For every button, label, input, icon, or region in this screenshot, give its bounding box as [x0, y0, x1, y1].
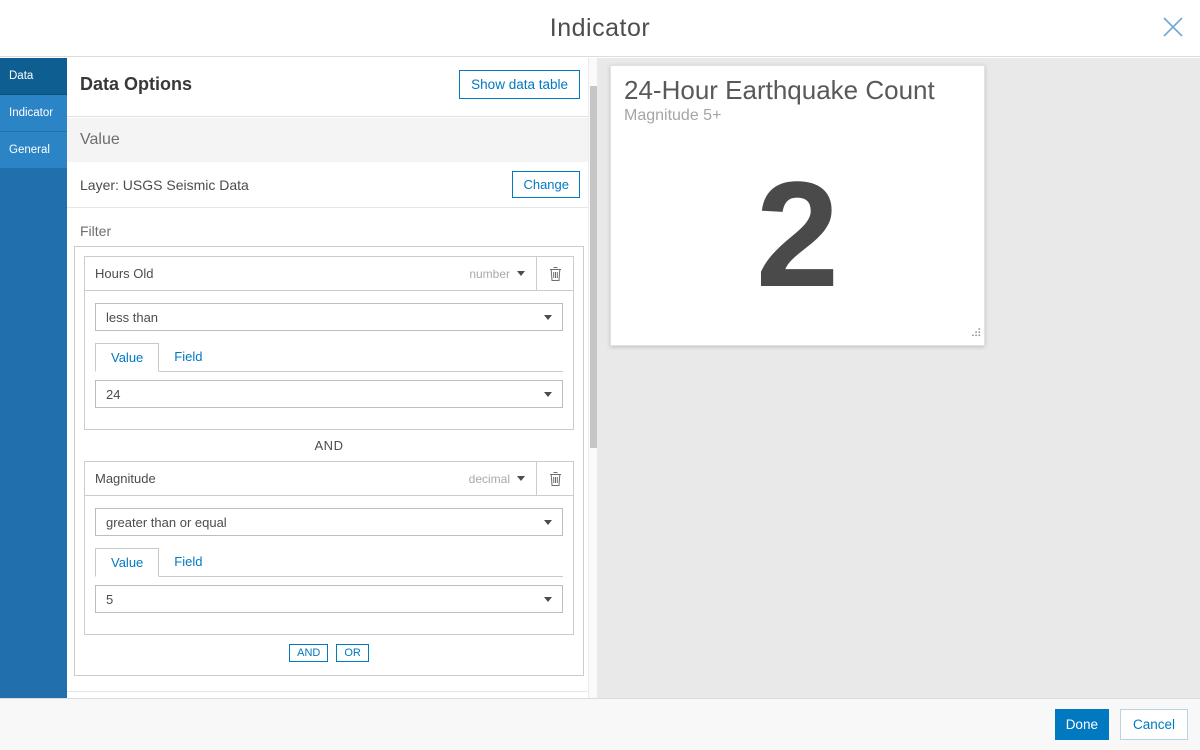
sidebar-item-general[interactable]: General — [0, 132, 67, 169]
sidebar-item-indicator[interactable]: Indicator — [0, 95, 67, 132]
filter-group: Hours Old number le — [74, 246, 584, 676]
filter-value-select[interactable]: 5 — [95, 585, 563, 613]
delete-filter-button[interactable] — [536, 257, 573, 290]
tab-field[interactable]: Field — [174, 349, 203, 364]
caret-down-icon — [544, 519, 552, 525]
filter-condition-card: Magnitude decimal g — [84, 461, 574, 635]
operator-select[interactable]: greater than or equal — [95, 508, 563, 536]
operator-select[interactable]: less than — [95, 303, 563, 331]
indicator-preview-card: 24-Hour Earthquake Count Magnitude 5+ 2 — [610, 65, 985, 346]
panel-title: Data Options — [80, 74, 193, 94]
preview-panel: 24-Hour Earthquake Count Magnitude 5+ 2 — [597, 58, 1200, 698]
sidebar-item-data[interactable]: Data — [0, 58, 67, 95]
preview-title: 24-Hour Earthquake Count — [624, 75, 935, 105]
field-type-label: number — [469, 266, 510, 281]
value-source-tabs: Value Field — [95, 548, 563, 577]
close-icon[interactable] — [1159, 13, 1187, 41]
caret-down-icon — [544, 314, 552, 320]
indicator-value: 2 — [755, 150, 840, 318]
preview-subtitle: Magnitude 5+ — [624, 107, 722, 124]
layer-row: Layer: USGS Seismic Data Change — [67, 162, 588, 208]
trash-icon — [549, 266, 561, 281]
layer-label: Layer: USGS Seismic Data — [80, 177, 249, 193]
filter-value: 24 — [106, 386, 121, 402]
filter-card-body: greater than or equal Value Field 5 — [85, 496, 573, 634]
data-options-panel: Data Options Show data table Value Layer… — [67, 58, 588, 698]
cancel-button[interactable]: Cancel — [1119, 709, 1188, 740]
filter-card-header: Magnitude decimal — [85, 462, 573, 496]
show-data-table-button[interactable]: Show data table — [459, 70, 580, 99]
dialog-footer: Done Cancel — [0, 698, 1200, 750]
filter-value-select[interactable]: 24 — [95, 380, 563, 408]
field-type-select[interactable]: number — [469, 257, 536, 290]
filter-field-name: Hours Old — [95, 266, 154, 281]
dialog-header: Indicator — [0, 0, 1200, 57]
field-type-select[interactable]: decimal — [469, 462, 536, 495]
filter-value: 5 — [106, 591, 114, 607]
tab-field[interactable]: Field — [174, 554, 203, 569]
filter-field-name: Magnitude — [95, 471, 156, 486]
filter-card-header: Hours Old number — [85, 257, 573, 291]
tab-value[interactable]: Value — [95, 548, 160, 577]
condition-connector-label: AND — [314, 438, 344, 453]
caret-down-icon — [517, 271, 525, 276]
section-divider — [67, 691, 588, 692]
value-section-header: Value — [67, 118, 588, 162]
done-button[interactable]: Done — [1054, 709, 1109, 740]
caret-down-icon — [544, 391, 552, 397]
add-and-button[interactable]: AND — [289, 644, 329, 662]
change-layer-button[interactable]: Change — [512, 171, 580, 198]
caret-down-icon — [517, 476, 525, 481]
scrollbar-thumb[interactable] — [590, 86, 598, 448]
field-type-label: decimal — [468, 471, 510, 486]
operator-value: greater than or equal — [106, 514, 227, 530]
panel-scrollbar[interactable] — [588, 58, 598, 698]
add-condition-row: AND OR — [84, 644, 574, 662]
filter-condition-card: Hours Old number le — [84, 256, 574, 430]
delete-filter-button[interactable] — [536, 462, 573, 495]
dialog-title: Indicator — [549, 14, 651, 42]
operator-value: less than — [106, 309, 159, 325]
caret-down-icon — [544, 596, 552, 602]
sidebar: Data Indicator General — [0, 58, 67, 698]
panel-header: Data Options Show data table — [67, 58, 588, 117]
trash-icon — [549, 471, 561, 486]
filter-label: Filter — [80, 223, 112, 239]
add-or-button[interactable]: OR — [336, 644, 369, 662]
filter-card-body: less than Value Field 24 — [85, 291, 573, 429]
value-source-tabs: Value Field — [95, 343, 563, 372]
resize-handle-icon[interactable] — [971, 324, 981, 342]
tab-value[interactable]: Value — [95, 343, 160, 372]
